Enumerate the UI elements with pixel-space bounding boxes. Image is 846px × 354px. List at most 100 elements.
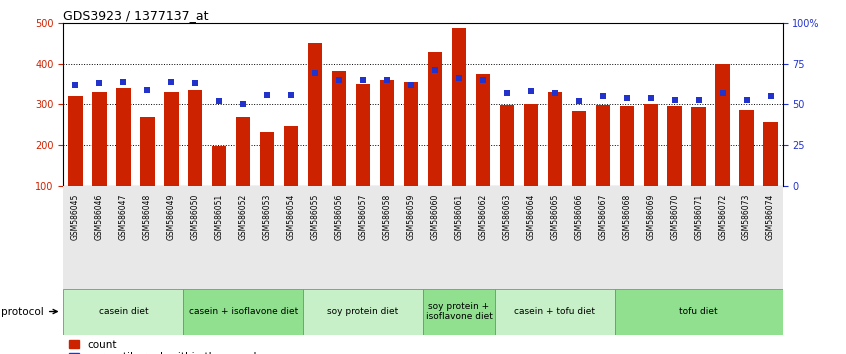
Point — [667, 97, 681, 102]
Text: GSM586057: GSM586057 — [359, 194, 367, 240]
Bar — [452, 28, 466, 186]
Text: GSM586061: GSM586061 — [454, 194, 464, 240]
Bar — [716, 64, 730, 186]
Bar — [332, 71, 346, 186]
Point — [117, 79, 130, 85]
Text: GSM586059: GSM586059 — [407, 194, 415, 240]
Text: casein diet: casein diet — [99, 307, 148, 316]
Bar — [619, 105, 634, 186]
Point — [764, 93, 777, 99]
Point — [140, 87, 154, 93]
Text: GSM586065: GSM586065 — [551, 194, 559, 240]
Point — [644, 95, 657, 101]
Bar — [495, 289, 615, 335]
Text: GSM586055: GSM586055 — [310, 194, 320, 240]
Bar — [644, 104, 658, 186]
Point — [284, 92, 298, 97]
Bar — [69, 96, 83, 186]
Text: GSM586054: GSM586054 — [287, 194, 295, 240]
Point — [739, 97, 753, 102]
Bar — [380, 80, 394, 186]
Text: GSM586074: GSM586074 — [766, 194, 775, 240]
Text: GSM586046: GSM586046 — [95, 194, 104, 240]
Text: GSM586056: GSM586056 — [335, 194, 343, 240]
Point — [380, 77, 393, 83]
Text: GSM586063: GSM586063 — [503, 194, 511, 240]
Point — [452, 75, 465, 81]
Text: GSM586071: GSM586071 — [695, 194, 703, 240]
Bar — [92, 92, 107, 186]
Bar — [356, 84, 371, 186]
Point — [500, 90, 514, 96]
Text: GSM586062: GSM586062 — [479, 194, 487, 240]
Point — [212, 98, 226, 104]
Text: GSM586047: GSM586047 — [119, 194, 128, 240]
Point — [428, 67, 442, 73]
Text: soy protein +
isoflavone diet: soy protein + isoflavone diet — [426, 302, 492, 321]
Point — [332, 77, 346, 83]
Bar — [428, 52, 442, 186]
Bar — [404, 82, 418, 186]
Bar — [667, 105, 682, 186]
Bar — [739, 110, 754, 186]
Point — [692, 97, 706, 102]
Text: GSM586053: GSM586053 — [263, 194, 272, 240]
Bar — [260, 132, 274, 186]
Bar — [547, 92, 562, 186]
Point — [261, 92, 274, 97]
Point — [164, 79, 178, 85]
Bar — [500, 105, 514, 186]
Text: GSM586073: GSM586073 — [742, 194, 751, 240]
Bar — [691, 107, 706, 186]
Point — [308, 71, 321, 76]
Text: GSM586051: GSM586051 — [215, 194, 223, 240]
Bar — [572, 112, 586, 186]
Bar — [164, 92, 179, 186]
Point — [236, 102, 250, 107]
Point — [524, 88, 537, 94]
Text: GSM586045: GSM586045 — [71, 194, 80, 240]
Point — [572, 98, 585, 104]
Bar — [140, 118, 155, 186]
Text: GSM586048: GSM586048 — [143, 194, 151, 240]
Point — [189, 80, 202, 86]
Bar — [423, 289, 495, 335]
Text: GSM586050: GSM586050 — [191, 194, 200, 240]
Text: GSM586058: GSM586058 — [382, 194, 392, 240]
Point — [476, 77, 490, 83]
Bar — [524, 104, 538, 186]
Text: GSM586070: GSM586070 — [670, 194, 679, 240]
Text: GSM586066: GSM586066 — [574, 194, 583, 240]
Bar — [212, 146, 227, 186]
Bar — [308, 42, 322, 186]
Point — [716, 90, 729, 96]
Point — [69, 82, 82, 88]
Text: GSM586067: GSM586067 — [598, 194, 607, 240]
Text: GSM586064: GSM586064 — [526, 194, 536, 240]
Text: GSM586060: GSM586060 — [431, 194, 439, 240]
Point — [596, 93, 609, 99]
Bar — [615, 289, 783, 335]
Point — [404, 82, 418, 88]
Point — [620, 95, 634, 101]
Text: tofu diet: tofu diet — [679, 307, 718, 316]
Text: GSM586069: GSM586069 — [646, 194, 655, 240]
Legend: count, percentile rank within the sample: count, percentile rank within the sample — [69, 340, 263, 354]
Text: casein + tofu diet: casein + tofu diet — [514, 307, 596, 316]
Point — [356, 77, 370, 83]
Text: protocol: protocol — [1, 307, 58, 316]
Point — [548, 90, 562, 96]
Bar — [596, 105, 610, 186]
Bar — [184, 289, 303, 335]
Bar — [284, 126, 299, 186]
Bar — [763, 121, 777, 186]
Text: GSM586068: GSM586068 — [623, 194, 631, 240]
Bar — [236, 116, 250, 186]
Text: GSM586052: GSM586052 — [239, 194, 248, 240]
Text: GDS3923 / 1377137_at: GDS3923 / 1377137_at — [63, 9, 209, 22]
Text: soy protein diet: soy protein diet — [327, 307, 398, 316]
Bar — [63, 289, 184, 335]
Text: casein + isoflavone diet: casein + isoflavone diet — [189, 307, 298, 316]
Bar — [188, 90, 202, 186]
Bar — [303, 289, 423, 335]
